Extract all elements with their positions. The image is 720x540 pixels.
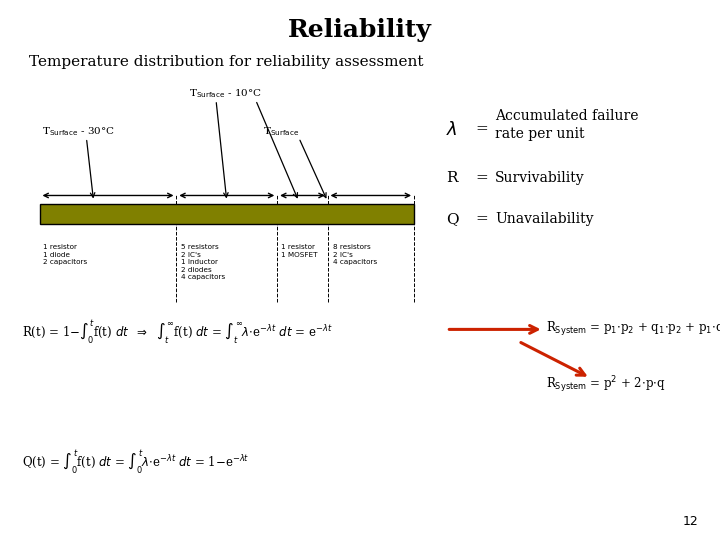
Text: Accumulated failure
rate per unit: Accumulated failure rate per unit <box>495 109 639 141</box>
Text: R: R <box>446 171 458 185</box>
Text: Q(t) = $\int_0^t$f(t) $dt$ = $\int_0^t$$\lambda$$\cdot$e$^{-\lambda t}$ $dt$ = 1: Q(t) = $\int_0^t$f(t) $dt$ = $\int_0^t$$… <box>22 448 249 476</box>
Text: Reliability: Reliability <box>288 18 432 42</box>
Text: Survivability: Survivability <box>495 171 585 185</box>
Text: Q: Q <box>446 212 459 226</box>
Text: 8 resistors
2 IC's
4 capacitors: 8 resistors 2 IC's 4 capacitors <box>333 244 377 265</box>
Text: $\lambda$: $\lambda$ <box>446 120 458 139</box>
Text: 1 resistor
1 diode
2 capacitors: 1 resistor 1 diode 2 capacitors <box>43 244 87 265</box>
Text: T$_{\rm Surface}$: T$_{\rm Surface}$ <box>263 125 299 138</box>
Text: R$_{\rm System}$ = p$_1$$\cdot$p$_2$ + q$_1$$\cdot$p$_2$ + p$_1$$\cdot$q$_2$: R$_{\rm System}$ = p$_1$$\cdot$p$_2$ + q… <box>546 320 720 339</box>
Text: T$_{\rm Surface}$ - 30°C: T$_{\rm Surface}$ - 30°C <box>42 125 114 138</box>
Text: T$_{\rm Surface}$ - 10°C: T$_{\rm Surface}$ - 10°C <box>189 87 261 100</box>
Text: R(t) = 1$-$$\int_0^t$f(t) $dt$  $\Rightarrow$  $\int_t^\infty$f(t) $dt$ = $\int_: R(t) = 1$-$$\int_0^t$f(t) $dt$ $\Rightar… <box>22 318 332 346</box>
Text: =: = <box>475 171 488 185</box>
Text: Unavailability: Unavailability <box>495 212 594 226</box>
Text: R$_{\rm System}$ = p$^2$ + 2$\cdot$p$\cdot$q: R$_{\rm System}$ = p$^2$ + 2$\cdot$p$\cd… <box>546 374 665 395</box>
Text: 12: 12 <box>683 515 698 528</box>
Bar <box>40 204 414 224</box>
Text: =: = <box>475 212 488 226</box>
Text: =: = <box>475 123 488 137</box>
Text: Temperature distribution for reliability assessment: Temperature distribution for reliability… <box>29 55 423 69</box>
Text: 5 resistors
2 IC's
1 Inductor
2 diodes
4 capacitors: 5 resistors 2 IC's 1 Inductor 2 diodes 4… <box>181 244 225 280</box>
Text: 1 resistor
1 MOSFET: 1 resistor 1 MOSFET <box>281 244 318 258</box>
